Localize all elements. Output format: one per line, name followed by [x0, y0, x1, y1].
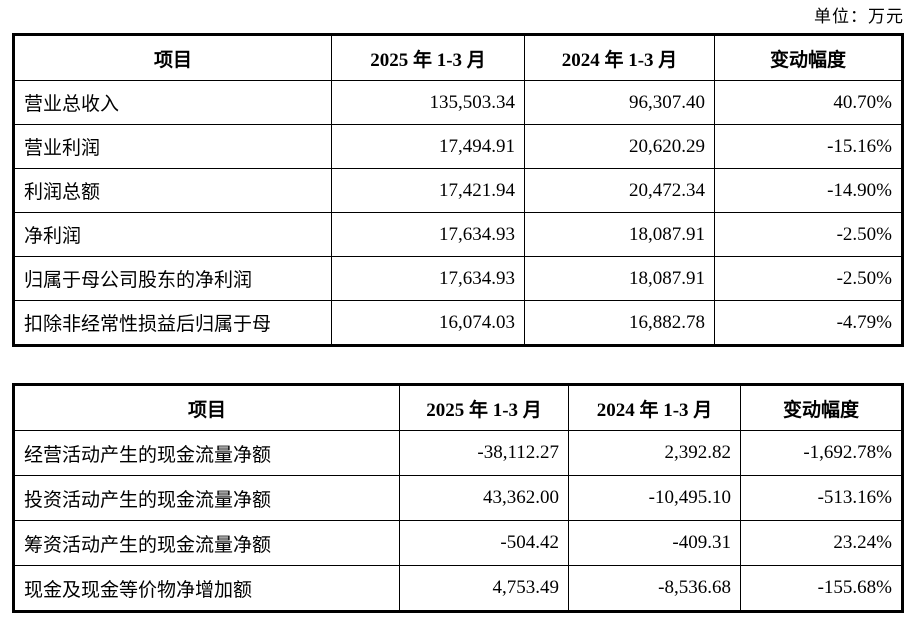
item-cell: 筹资活动产生的现金流量净额 — [13, 520, 400, 566]
value-2024-cell: 18,087.91 — [524, 212, 715, 257]
unit-label: 单位：万元 — [814, 7, 904, 26]
table-header-row: 项目 2025 年 1-3 月 2024 年 1-3 月 变动幅度 — [13, 384, 903, 431]
value-2025-cell: 17,421.94 — [331, 168, 525, 213]
value-2025-cell: 17,494.91 — [331, 124, 525, 169]
column-header-item: 项目 — [13, 384, 400, 431]
column-header-change: 变动幅度 — [740, 384, 903, 431]
table-row: 投资活动产生的现金流量净额 43,362.00 -10,495.10 -513.… — [13, 475, 903, 521]
value-2025-cell: -504.42 — [399, 520, 569, 566]
change-cell: 40.70% — [714, 80, 903, 125]
value-2024-cell: 2,392.82 — [568, 430, 741, 476]
change-cell: -4.79% — [714, 300, 903, 346]
column-header-2025: 2025 年 1-3 月 — [331, 34, 525, 81]
value-2024-cell: 16,882.78 — [524, 300, 715, 346]
change-cell: -15.16% — [714, 124, 903, 169]
value-2025-cell: -38,112.27 — [399, 430, 569, 476]
table-row: 归属于母公司股东的净利润 17,634.93 18,087.91 -2.50% — [13, 256, 903, 301]
value-2024-cell: 96,307.40 — [524, 80, 715, 125]
value-2025-cell: 17,634.93 — [331, 256, 525, 301]
item-cell: 净利润 — [13, 212, 332, 257]
value-2025-cell: 16,074.03 — [331, 300, 525, 346]
change-cell: -155.68% — [740, 565, 903, 612]
table-header-row: 项目 2025 年 1-3 月 2024 年 1-3 月 变动幅度 — [13, 34, 903, 81]
table-row: 营业总收入 135,503.34 96,307.40 40.70% — [13, 80, 903, 125]
value-2024-cell: 20,472.34 — [524, 168, 715, 213]
change-cell: 23.24% — [740, 520, 903, 566]
table-row: 经营活动产生的现金流量净额 -38,112.27 2,392.82 -1,692… — [13, 430, 903, 476]
change-cell: -14.90% — [714, 168, 903, 213]
value-2025-cell: 43,362.00 — [399, 475, 569, 521]
change-cell: -2.50% — [714, 256, 903, 301]
value-2024-cell: -10,495.10 — [568, 475, 741, 521]
item-cell: 利润总额 — [13, 168, 332, 213]
table-row: 扣除非经常性损益后归属于母 16,074.03 16,882.78 -4.79% — [13, 300, 903, 346]
item-cell: 经营活动产生的现金流量净额 — [13, 430, 400, 476]
item-cell: 投资活动产生的现金流量净额 — [13, 475, 400, 521]
column-header-2024: 2024 年 1-3 月 — [524, 34, 715, 81]
item-cell: 现金及现金等价物净增加额 — [13, 565, 400, 612]
change-cell: -1,692.78% — [740, 430, 903, 476]
table-row: 筹资活动产生的现金流量净额 -504.42 -409.31 23.24% — [13, 520, 903, 566]
value-2025-cell: 17,634.93 — [331, 212, 525, 257]
value-2024-cell: -409.31 — [568, 520, 741, 566]
column-header-2025: 2025 年 1-3 月 — [399, 384, 569, 431]
table-row: 净利润 17,634.93 18,087.91 -2.50% — [13, 212, 903, 257]
item-cell: 营业利润 — [13, 124, 332, 169]
table-row: 现金及现金等价物净增加额 4,753.49 -8,536.68 -155.68% — [13, 565, 903, 612]
table-row: 利润总额 17,421.94 20,472.34 -14.90% — [13, 168, 903, 213]
value-2024-cell: -8,536.68 — [568, 565, 741, 612]
change-cell: -513.16% — [740, 475, 903, 521]
value-2025-cell: 135,503.34 — [331, 80, 525, 125]
item-cell: 扣除非经常性损益后归属于母 — [13, 300, 332, 346]
column-header-2024: 2024 年 1-3 月 — [568, 384, 741, 431]
profit-summary-table: 项目 2025 年 1-3 月 2024 年 1-3 月 变动幅度 营业总收入 … — [12, 33, 904, 347]
value-2025-cell: 4,753.49 — [399, 565, 569, 612]
item-cell: 营业总收入 — [13, 80, 332, 125]
cashflow-summary-table: 项目 2025 年 1-3 月 2024 年 1-3 月 变动幅度 经营活动产生… — [12, 383, 904, 613]
value-2024-cell: 20,620.29 — [524, 124, 715, 169]
item-cell: 归属于母公司股东的净利润 — [13, 256, 332, 301]
table-row: 营业利润 17,494.91 20,620.29 -15.16% — [13, 124, 903, 169]
change-cell: -2.50% — [714, 212, 903, 257]
column-header-item: 项目 — [13, 34, 332, 81]
column-header-change: 变动幅度 — [714, 34, 903, 81]
value-2024-cell: 18,087.91 — [524, 256, 715, 301]
